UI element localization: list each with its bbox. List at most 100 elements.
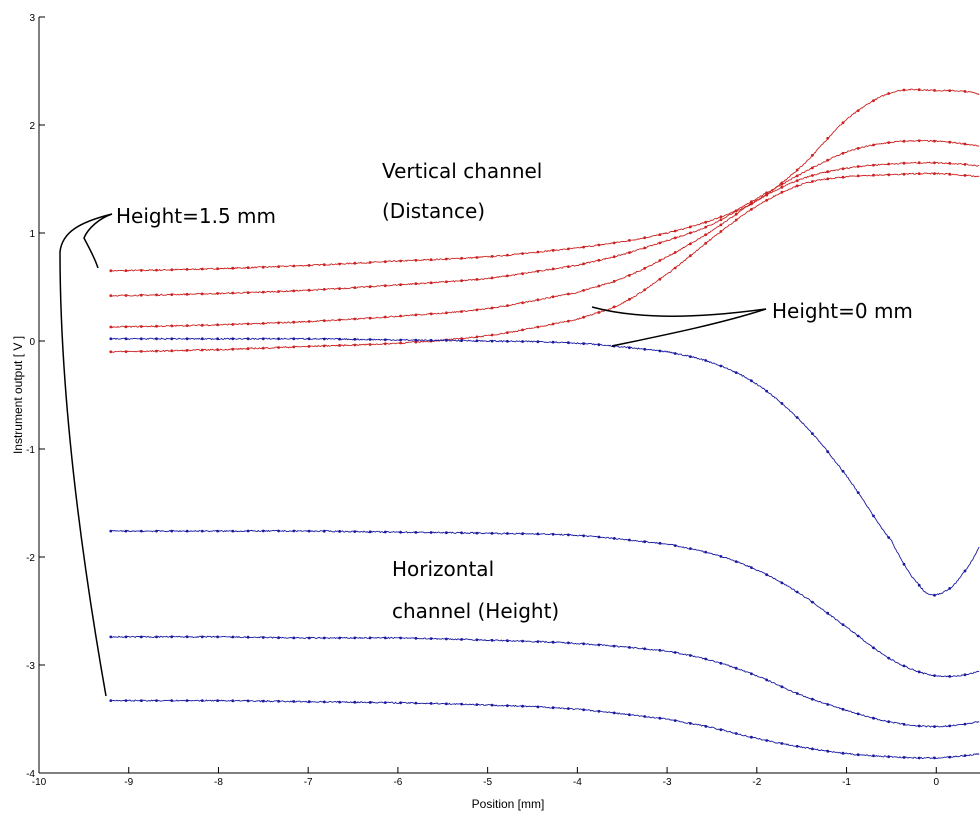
series-point [338, 700, 341, 704]
series-point [109, 529, 113, 533]
series-point [246, 291, 250, 294]
series-point [414, 282, 418, 286]
series-point [261, 636, 265, 639]
series-line-horizontal-4 [110, 337, 980, 596]
series-point [277, 699, 280, 703]
series-point [399, 530, 402, 534]
series-point [780, 685, 784, 689]
series-point [490, 333, 494, 337]
series-point [139, 635, 143, 639]
series-point [521, 704, 524, 708]
series-point [200, 348, 204, 352]
series-point [536, 298, 540, 302]
series-point [429, 258, 433, 262]
series-point [155, 699, 158, 702]
series-point [948, 140, 952, 144]
series-point [582, 642, 585, 646]
series-point [856, 174, 860, 178]
series-point [933, 89, 936, 92]
series-point [841, 151, 845, 155]
series-point [139, 269, 143, 272]
series-point [490, 306, 494, 310]
series-point [475, 308, 479, 312]
series-point [292, 345, 296, 349]
series-point [261, 322, 265, 325]
series-point [567, 533, 570, 537]
series-point [597, 311, 601, 314]
series-point [322, 344, 326, 348]
series-point [383, 315, 387, 319]
series-point [277, 529, 280, 533]
y-tick-label: -4 [26, 769, 35, 780]
series-point [231, 291, 235, 295]
series-point [872, 163, 875, 167]
series-point [521, 272, 524, 276]
series-point [734, 732, 738, 735]
series-point [261, 699, 265, 703]
series-point [917, 670, 921, 674]
series-point [170, 699, 174, 702]
x-tick-label: -10 [32, 777, 47, 788]
series-point [811, 166, 814, 170]
series-point [658, 349, 662, 353]
series-point [673, 719, 677, 722]
series-point [170, 529, 174, 533]
series-point [841, 175, 845, 179]
series-point [307, 529, 311, 533]
series-point [612, 255, 616, 259]
series-point [338, 287, 341, 290]
series-point [872, 716, 875, 720]
series-point [506, 274, 509, 278]
series-point [567, 707, 570, 710]
series-point [490, 703, 494, 707]
series-point [216, 635, 220, 639]
series-point [246, 635, 250, 639]
series-point [795, 416, 799, 419]
series-point [216, 699, 220, 702]
series-point [902, 139, 906, 143]
series-point [307, 288, 311, 292]
series-point [826, 177, 830, 181]
series-point [597, 709, 601, 713]
series-point [795, 168, 799, 172]
series-point [216, 348, 220, 352]
series-point [719, 728, 723, 732]
series-point [139, 293, 143, 297]
series-point [536, 250, 540, 254]
series-point [963, 90, 967, 93]
series-point [490, 531, 494, 535]
series-point [780, 182, 784, 186]
series-point [551, 640, 555, 644]
series-point [704, 359, 708, 362]
series-point [658, 259, 662, 262]
series-point [841, 167, 845, 171]
series-point [628, 538, 631, 542]
series-point [307, 636, 311, 640]
x-tick-label: -3 [663, 777, 672, 788]
series-point [490, 638, 494, 642]
series-point [612, 241, 616, 245]
series-point [887, 141, 891, 145]
series-point [902, 664, 906, 668]
series-point [109, 337, 113, 341]
series-point [445, 311, 448, 315]
series-point [353, 636, 357, 640]
series-point [673, 544, 677, 547]
series-point [673, 251, 677, 254]
series-point [567, 265, 570, 268]
series-point [551, 340, 555, 344]
series-point [917, 583, 921, 587]
series-point [216, 267, 220, 271]
series-point [628, 646, 631, 649]
series-point [429, 281, 433, 285]
annotation-height0: Height=0 mm [772, 299, 913, 323]
series-point [399, 341, 402, 345]
series-point [719, 218, 723, 222]
series-point [353, 261, 357, 265]
series-point [200, 699, 204, 702]
series-point [185, 324, 189, 327]
series-line-vertical-1 [110, 139, 980, 297]
series-point [780, 185, 784, 189]
series-point [338, 262, 341, 266]
series-point [872, 754, 875, 758]
